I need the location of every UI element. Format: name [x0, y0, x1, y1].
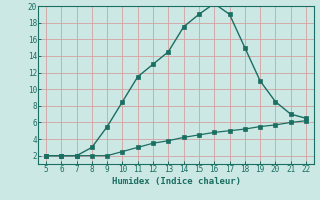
X-axis label: Humidex (Indice chaleur): Humidex (Indice chaleur)	[111, 177, 241, 186]
